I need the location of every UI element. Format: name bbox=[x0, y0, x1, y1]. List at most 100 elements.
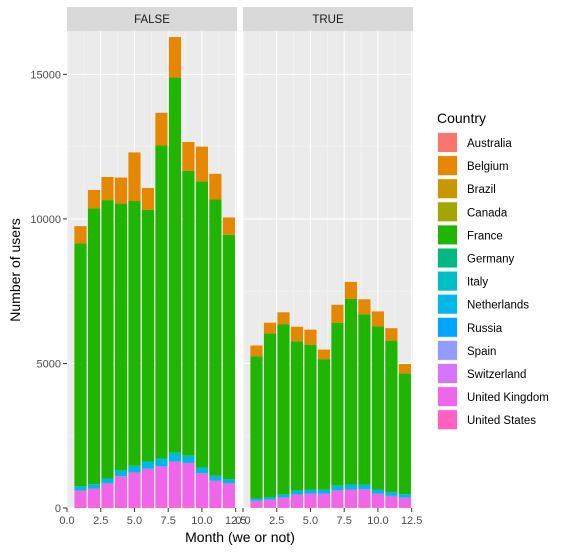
bar-segment-united-kingdom bbox=[155, 466, 168, 507]
bar-segment-belgium bbox=[209, 173, 222, 200]
bar-segment-united-states bbox=[317, 507, 331, 508]
bar-segment-united-states bbox=[398, 507, 411, 508]
bar-segment-france bbox=[263, 333, 277, 498]
bar-segment-france bbox=[250, 356, 263, 499]
bar-segment-united-kingdom bbox=[101, 483, 114, 507]
y-tick-label: 5000 bbox=[37, 358, 61, 370]
legend-label: United States bbox=[467, 415, 536, 427]
bar-segment-belgium bbox=[74, 226, 87, 244]
legend-item-switzerland: Switzerland bbox=[437, 363, 526, 384]
bar-segment-france bbox=[344, 298, 358, 485]
bar-segment-belgium bbox=[101, 176, 114, 201]
bar-segment-united-kingdom bbox=[290, 494, 304, 508]
legend-item-italy: Italy bbox=[437, 270, 488, 292]
x-tick-label: 5.0 bbox=[127, 515, 142, 527]
legend-swatch bbox=[438, 271, 457, 291]
bar-segment-belgium bbox=[155, 112, 168, 146]
bar-segment-united-states bbox=[195, 506, 208, 508]
bar-segment-united-states bbox=[331, 507, 344, 508]
legend-label: Australia bbox=[467, 138, 512, 150]
bar-segment-france bbox=[182, 170, 195, 456]
bar-segment-belgium bbox=[195, 146, 208, 182]
x-tick-label: 7.5 bbox=[337, 515, 352, 527]
legend-item-germany: Germany bbox=[437, 247, 515, 269]
bar-segment-united-kingdom bbox=[74, 490, 87, 507]
x-tick-label: 12.5 bbox=[225, 515, 246, 527]
legend-item-canada: Canada bbox=[437, 201, 508, 223]
x-tick-label: 10.0 bbox=[191, 515, 212, 527]
bar-segment-belgium bbox=[304, 329, 317, 345]
bar-segment-united-states bbox=[114, 506, 128, 508]
bar-segment-belgium bbox=[263, 322, 277, 334]
bar-segment-united-kingdom bbox=[317, 493, 331, 508]
legend-item-netherlands: Netherlands bbox=[437, 293, 529, 315]
facet-strip bbox=[67, 7, 237, 31]
facet-panel-false: FALSE bbox=[66, 7, 237, 509]
bar-segment-united-kingdom bbox=[168, 461, 182, 507]
bar-segment-netherlands bbox=[250, 498, 263, 501]
bar-segment-belgium bbox=[182, 142, 195, 171]
bar-segment-france bbox=[101, 200, 114, 479]
legend-swatch bbox=[438, 317, 457, 337]
bar-segment-netherlands bbox=[385, 492, 398, 496]
bar-segment-belgium bbox=[128, 152, 141, 201]
bar-segment-belgium bbox=[250, 345, 263, 357]
x-tick-label: 0.0 bbox=[235, 515, 250, 527]
bar-segment-belgium bbox=[385, 328, 398, 341]
bar-segment-netherlands bbox=[277, 494, 290, 498]
bar-segment-netherlands bbox=[290, 490, 304, 495]
bar-segment-france bbox=[114, 203, 128, 471]
bar-segment-netherlands bbox=[263, 497, 277, 500]
bar-segment-united-kingdom bbox=[263, 499, 277, 508]
bar-segment-netherlands bbox=[101, 478, 114, 484]
legend-label: Brazil bbox=[467, 184, 496, 196]
bar-segment-united-kingdom bbox=[114, 476, 128, 507]
legend-label: Italy bbox=[467, 277, 488, 289]
bar-segment-netherlands bbox=[344, 484, 358, 490]
bar-segment-france bbox=[331, 322, 344, 486]
legend-label: Germany bbox=[467, 254, 515, 266]
legend-swatch bbox=[438, 248, 457, 268]
bar-segment-belgium bbox=[317, 349, 331, 360]
bar-segment-belgium bbox=[331, 304, 344, 323]
bar-segment-france bbox=[371, 326, 384, 490]
bar-segment-united-kingdom bbox=[222, 483, 235, 507]
bar-segment-united-kingdom bbox=[128, 472, 141, 507]
bar-segment-united-kingdom bbox=[195, 473, 208, 507]
bar-segment-netherlands bbox=[155, 458, 168, 467]
legend-item-russia: Russia bbox=[437, 316, 503, 338]
bar-segment-united-states bbox=[277, 507, 290, 508]
bar-segment-united-kingdom bbox=[358, 489, 371, 508]
bar-segment-france bbox=[222, 234, 235, 480]
bar-segment-netherlands bbox=[209, 475, 222, 481]
x-tick-label: 2.5 bbox=[269, 515, 284, 527]
bar-segment-france bbox=[277, 324, 290, 495]
legend-swatch bbox=[438, 387, 457, 407]
legend-swatch bbox=[438, 156, 457, 176]
bar-segment-united-states bbox=[385, 507, 398, 508]
panels: FALSE TRUE bbox=[66, 7, 413, 509]
y-tick-label: 0 bbox=[55, 503, 61, 515]
legend-swatch bbox=[438, 133, 457, 152]
bar-segment-united-states bbox=[344, 507, 358, 508]
bar-segment-france bbox=[128, 200, 141, 466]
bar-segment-united-states bbox=[182, 506, 195, 508]
bar-segment-france bbox=[209, 199, 222, 476]
x-tick-label: 12.5 bbox=[401, 515, 422, 527]
bar-segment-france bbox=[358, 314, 371, 485]
legend-swatch bbox=[438, 364, 457, 383]
bar-segment-united-states bbox=[304, 507, 317, 508]
bar-segment-belgium bbox=[277, 312, 290, 325]
bar-segment-united-states bbox=[222, 506, 235, 508]
y-tick-label: 10000 bbox=[30, 214, 61, 226]
bar-segment-united-states bbox=[101, 506, 114, 508]
bar-segment-belgium bbox=[290, 326, 304, 342]
legend-item-france: France bbox=[437, 224, 503, 246]
bar-segment-belgium bbox=[358, 299, 371, 315]
bar-segment-belgium bbox=[141, 187, 155, 210]
legend-swatch bbox=[438, 225, 457, 245]
bar-segment-belgium bbox=[222, 217, 235, 235]
bar-segment-united-kingdom bbox=[385, 495, 398, 508]
legend-item-united-states: United States bbox=[437, 409, 536, 431]
